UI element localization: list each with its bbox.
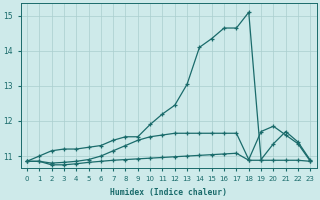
X-axis label: Humidex (Indice chaleur): Humidex (Indice chaleur) bbox=[110, 188, 227, 197]
